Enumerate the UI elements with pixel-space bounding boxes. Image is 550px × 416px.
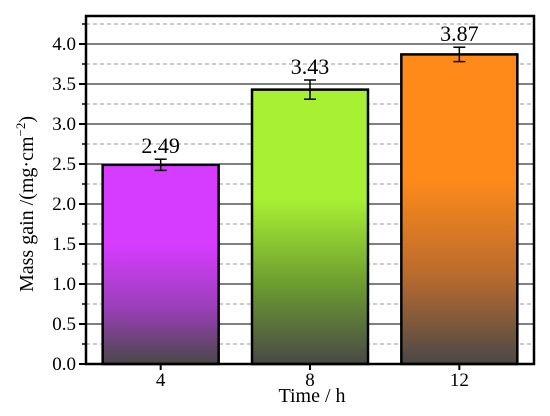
x-axis-label: Time / h [278, 385, 345, 407]
axes [79, 14, 536, 370]
y-axis-label-main: Mass gain /(mg·cm [16, 136, 38, 292]
data-label-12: 3.87 [440, 21, 479, 46]
labels: 2.49 4 3.43 8 3.87 12 0.0 0.5 1.0 1.5 2.0 2.5 3.0 3.5… [52, 21, 478, 391]
x-tick-label-4: 4 [156, 370, 166, 391]
y-tick-label: 2.5 [52, 154, 76, 175]
plot-frame [84, 14, 536, 366]
y-tick-label: 2.0 [52, 194, 76, 215]
data-label-4: 2.49 [141, 133, 180, 158]
x-tick-label-8: 8 [305, 370, 315, 391]
bars [101, 46, 519, 366]
bar-4 [101, 163, 220, 366]
x-tick-label-12: 12 [450, 370, 469, 391]
y-axis-label-close: ) [16, 116, 38, 123]
y-tick-label: 0.0 [52, 354, 76, 375]
y-tick-label: 1.0 [52, 274, 76, 295]
bar-8 [250, 88, 370, 366]
data-label-8: 3.43 [291, 54, 330, 79]
y-axis-label: Mass gain /(mg·cm−2) [13, 116, 38, 292]
y-tick-label: 1.5 [52, 234, 76, 255]
y-tick-label: 3.0 [52, 114, 76, 135]
bar-12 [400, 53, 519, 366]
y-tick-label: 3.5 [52, 74, 76, 95]
y-tick-label: 4.0 [52, 34, 76, 55]
y-tick-label: 0.5 [52, 314, 76, 335]
y-axis-label-sup: −2 [13, 123, 28, 137]
